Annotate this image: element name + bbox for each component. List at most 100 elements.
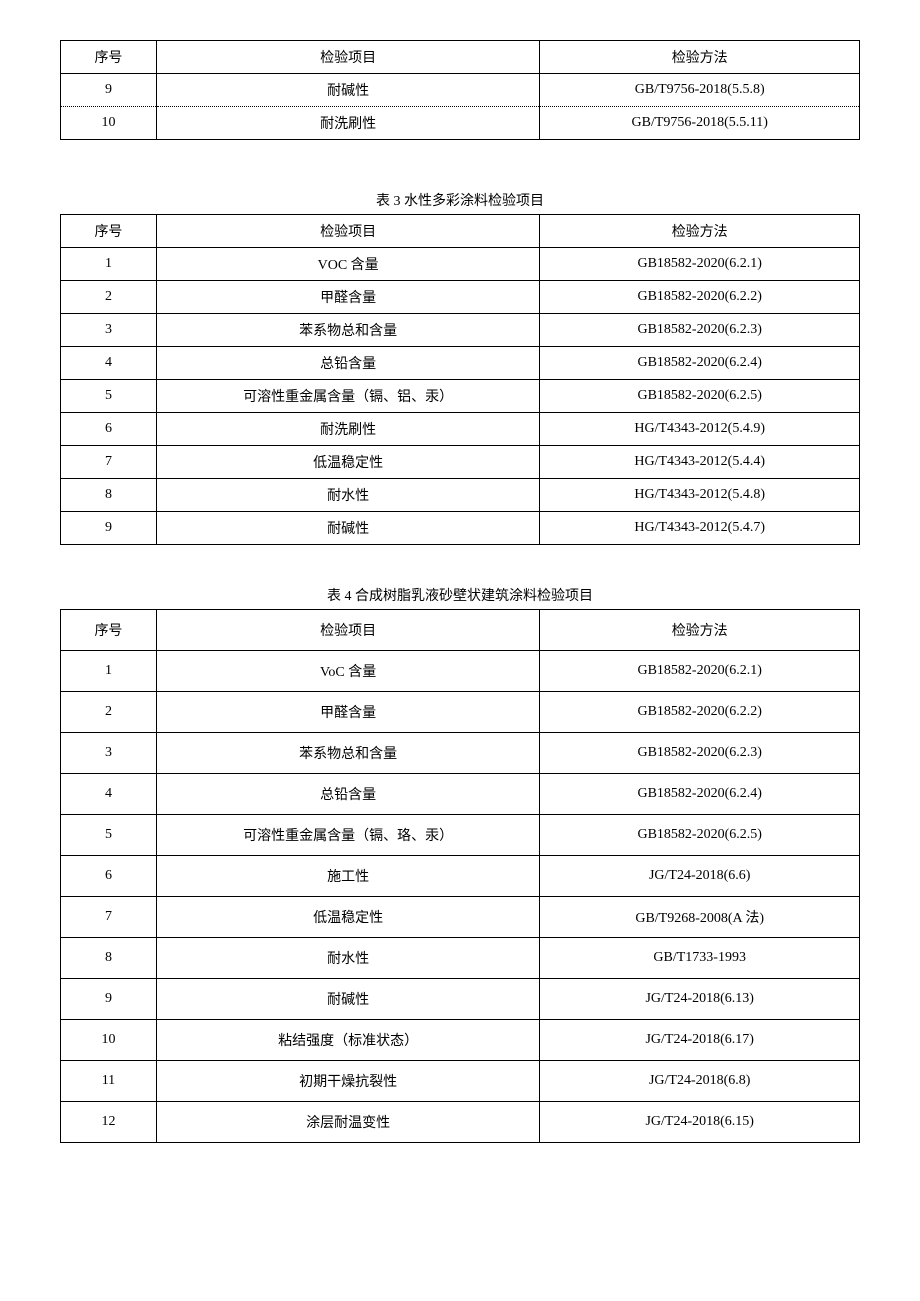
cell-seq: 1: [61, 651, 157, 692]
cell-item: 耐碱性: [156, 512, 540, 545]
col-header-method: 检验方法: [540, 215, 860, 248]
cell-seq: 10: [61, 107, 157, 140]
table-row: 7低温稳定性HG/T4343-2012(5.4.4): [61, 446, 860, 479]
cell-method: JG/T24-2018(6.17): [540, 1020, 860, 1061]
cell-seq: 8: [61, 479, 157, 512]
cell-seq: 2: [61, 281, 157, 314]
cell-item: 总铅含量: [156, 347, 540, 380]
cell-method: GB18582-2020(6.2.4): [540, 347, 860, 380]
cell-item: 涂层耐温变性: [156, 1102, 540, 1143]
col-header-seq: 序号: [61, 610, 157, 651]
col-header-item: 检验项目: [156, 610, 540, 651]
table-row: 7低温稳定性GB/T9268-2008(A 法): [61, 897, 860, 938]
cell-seq: 10: [61, 1020, 157, 1061]
table-row: 5可溶性重金属含量（镉、铝、汞）GB18582-2020(6.2.5): [61, 380, 860, 413]
cell-item: 耐碱性: [156, 979, 540, 1020]
cell-seq: 9: [61, 979, 157, 1020]
cell-method: GB18582-2020(6.2.5): [540, 380, 860, 413]
table-row: 3苯系物总和含量GB18582-2020(6.2.3): [61, 314, 860, 347]
cell-item: 耐洗刷性: [156, 413, 540, 446]
table-header-row: 序号 检验项目 检验方法: [61, 610, 860, 651]
cell-seq: 5: [61, 815, 157, 856]
cell-item: 耐洗刷性: [156, 107, 540, 140]
cell-seq: 3: [61, 314, 157, 347]
cell-seq: 4: [61, 774, 157, 815]
cell-seq: 9: [61, 512, 157, 545]
col-header-method: 检验方法: [540, 610, 860, 651]
table-row: 5可溶性重金属含量（镉、珞、汞）GB18582-2020(6.2.5): [61, 815, 860, 856]
col-header-seq: 序号: [61, 215, 157, 248]
cell-seq: 8: [61, 938, 157, 979]
cell-method: JG/T24-2018(6.15): [540, 1102, 860, 1143]
table-row: 6耐洗刷性HG/T4343-2012(5.4.9): [61, 413, 860, 446]
cell-method: GB18582-2020(6.2.2): [540, 692, 860, 733]
table-row: 9耐碱性JG/T24-2018(6.13): [61, 979, 860, 1020]
cell-item: 甲醛含量: [156, 281, 540, 314]
col-header-method: 检验方法: [540, 41, 860, 74]
col-header-item: 检验项目: [156, 215, 540, 248]
cell-method: GB18582-2020(6.2.4): [540, 774, 860, 815]
cell-seq: 11: [61, 1061, 157, 1102]
cell-seq: 3: [61, 733, 157, 774]
cell-seq: 5: [61, 380, 157, 413]
table-row: 8耐水性GB/T1733-1993: [61, 938, 860, 979]
table-row: 12涂层耐温变性JG/T24-2018(6.15): [61, 1102, 860, 1143]
cell-method: GB18582-2020(6.2.1): [540, 651, 860, 692]
table-row: 6施工性JG/T24-2018(6.6): [61, 856, 860, 897]
table-row: 9耐碱性HG/T4343-2012(5.4.7): [61, 512, 860, 545]
cell-method: GB18582-2020(6.2.3): [540, 733, 860, 774]
table-row: 2甲醛含量GB18582-2020(6.2.2): [61, 281, 860, 314]
cell-method: JG/T24-2018(6.6): [540, 856, 860, 897]
col-header-seq: 序号: [61, 41, 157, 74]
table-row: 9 耐碱性 GB/T9756-2018(5.5.8): [61, 74, 860, 107]
cell-item: 低温稳定性: [156, 446, 540, 479]
cell-item: 施工性: [156, 856, 540, 897]
table-3: 序号 检验项目 检验方法 1VoC 含量GB18582-2020(6.2.1) …: [60, 609, 860, 1143]
cell-item: 苯系物总和含量: [156, 733, 540, 774]
cell-item: 苯系物总和含量: [156, 314, 540, 347]
table-row: 4总铅含量GB18582-2020(6.2.4): [61, 774, 860, 815]
cell-method: GB18582-2020(6.2.2): [540, 281, 860, 314]
table-row: 10 耐洗刷性 GB/T9756-2018(5.5.11): [61, 107, 860, 140]
cell-seq: 7: [61, 897, 157, 938]
cell-seq: 9: [61, 74, 157, 107]
table-header-row: 序号 检验项目 检验方法: [61, 41, 860, 74]
cell-method: GB18582-2020(6.2.1): [540, 248, 860, 281]
cell-method: HG/T4343-2012(5.4.7): [540, 512, 860, 545]
cell-method: GB/T9268-2008(A 法): [540, 897, 860, 938]
cell-method: HG/T4343-2012(5.4.9): [540, 413, 860, 446]
cell-item: 初期干燥抗裂性: [156, 1061, 540, 1102]
cell-method: JG/T24-2018(6.8): [540, 1061, 860, 1102]
table-1: 序号 检验项目 检验方法 9 耐碱性 GB/T9756-2018(5.5.8) …: [60, 40, 860, 140]
cell-method: GB/T9756-2018(5.5.8): [540, 74, 860, 107]
cell-seq: 6: [61, 413, 157, 446]
table-row: 11初期干燥抗裂性JG/T24-2018(6.8): [61, 1061, 860, 1102]
cell-method: HG/T4343-2012(5.4.4): [540, 446, 860, 479]
cell-item: 耐水性: [156, 938, 540, 979]
cell-method: GB/T1733-1993: [540, 938, 860, 979]
cell-item: 甲醛含量: [156, 692, 540, 733]
cell-item: VOC 含量: [156, 248, 540, 281]
cell-item: 低温稳定性: [156, 897, 540, 938]
cell-method: GB/T9756-2018(5.5.11): [540, 107, 860, 140]
cell-method: JG/T24-2018(6.13): [540, 979, 860, 1020]
col-header-item: 检验项目: [156, 41, 540, 74]
table-row: 2甲醛含量GB18582-2020(6.2.2): [61, 692, 860, 733]
table-2-caption: 表 3 水性多彩涂料检验项目: [60, 190, 860, 210]
cell-item: 耐碱性: [156, 74, 540, 107]
cell-seq: 1: [61, 248, 157, 281]
table-row: 1VoC 含量GB18582-2020(6.2.1): [61, 651, 860, 692]
table-row: 1VOC 含量GB18582-2020(6.2.1): [61, 248, 860, 281]
cell-method: GB18582-2020(6.2.3): [540, 314, 860, 347]
cell-item: 总铅含量: [156, 774, 540, 815]
table-2: 序号 检验项目 检验方法 1VOC 含量GB18582-2020(6.2.1) …: [60, 214, 860, 545]
cell-seq: 7: [61, 446, 157, 479]
cell-item: VoC 含量: [156, 651, 540, 692]
cell-seq: 6: [61, 856, 157, 897]
cell-seq: 12: [61, 1102, 157, 1143]
cell-item: 可溶性重金属含量（镉、珞、汞）: [156, 815, 540, 856]
cell-method: GB18582-2020(6.2.5): [540, 815, 860, 856]
cell-item: 粘结强度（标准状态）: [156, 1020, 540, 1061]
table-row: 3苯系物总和含量GB18582-2020(6.2.3): [61, 733, 860, 774]
cell-item: 可溶性重金属含量（镉、铝、汞）: [156, 380, 540, 413]
